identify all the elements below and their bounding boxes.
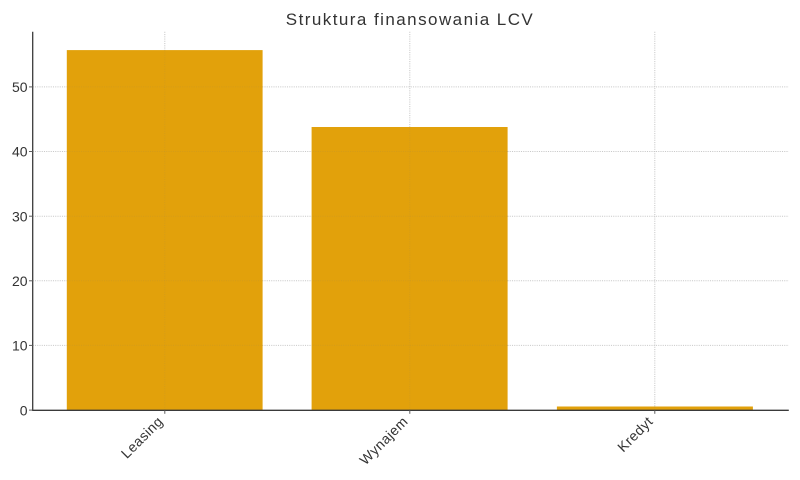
svg-text:0: 0	[20, 402, 28, 418]
svg-text:10: 10	[12, 338, 28, 354]
svg-text:40: 40	[12, 144, 28, 160]
svg-text:Struktura finansowania LCV: Struktura finansowania LCV	[286, 10, 534, 29]
svg-text:20: 20	[12, 273, 28, 289]
svg-text:50: 50	[12, 79, 28, 95]
svg-text:30: 30	[12, 208, 28, 224]
